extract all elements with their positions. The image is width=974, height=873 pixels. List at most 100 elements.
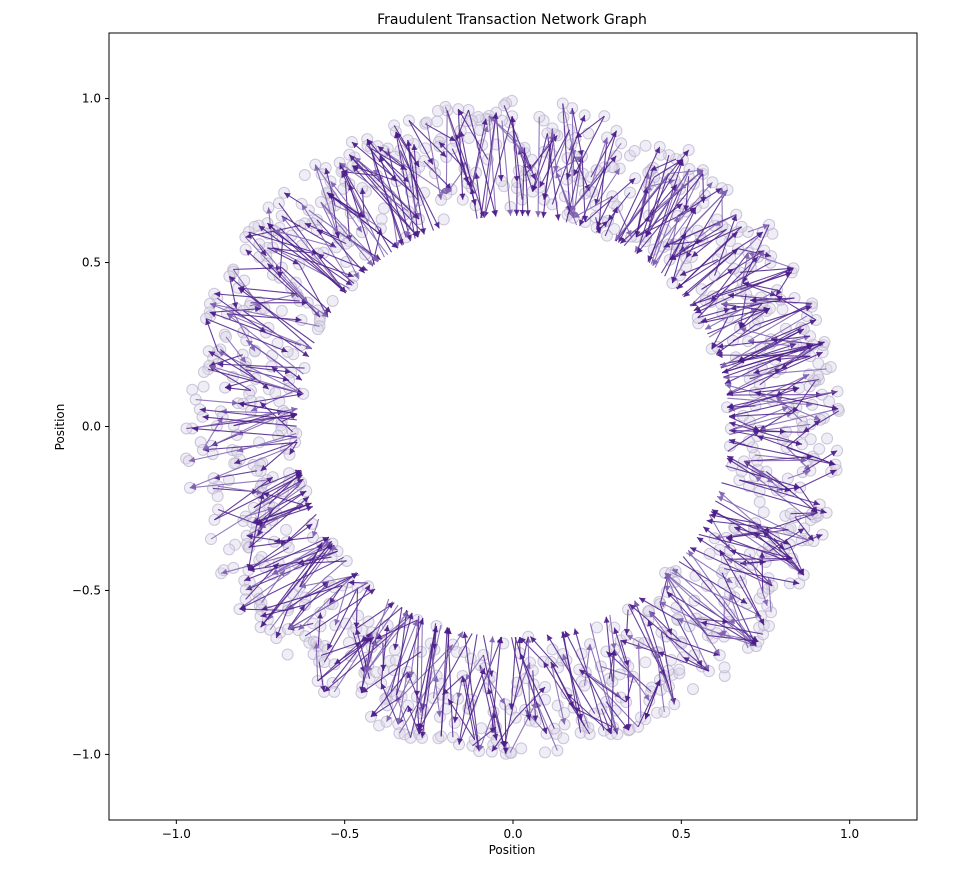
y-tick-label: −1.0 — [72, 747, 101, 761]
edge-arrowhead — [780, 363, 788, 370]
graph-edge — [799, 469, 837, 489]
graph-edge — [700, 302, 763, 323]
graph-edge — [446, 110, 485, 218]
graph-edge — [721, 328, 805, 374]
edge-arrowhead — [792, 406, 799, 414]
graph-node — [766, 227, 779, 240]
edge-arrowhead — [759, 426, 766, 433]
graph-node — [590, 621, 603, 634]
edge-arrowhead — [497, 636, 504, 644]
graph-node — [326, 294, 339, 307]
edge-arrowhead — [437, 193, 443, 200]
graph-edge — [210, 482, 302, 540]
edge-arrowhead — [502, 740, 509, 748]
graph-edge — [707, 307, 771, 335]
graph-edge — [610, 649, 615, 734]
graph-node — [369, 666, 382, 679]
edge-arrowhead — [301, 203, 308, 211]
graph-edge — [483, 112, 497, 218]
edge-arrowhead — [324, 168, 331, 175]
edge-arrowhead — [628, 178, 636, 185]
edge-arrowhead — [752, 430, 760, 437]
graph-edge — [370, 148, 403, 246]
graph-edge — [737, 327, 802, 362]
edge-arrowhead — [647, 255, 654, 262]
graph-edge — [537, 116, 540, 218]
edge-arrowhead — [266, 207, 273, 214]
edge-arrowhead — [797, 528, 805, 535]
graph-edge — [729, 429, 803, 445]
edge-arrowhead — [390, 174, 397, 182]
edge-arrowhead — [647, 620, 653, 627]
edge-arrowhead — [677, 159, 683, 167]
graph-edge — [685, 189, 729, 259]
graph-edge — [775, 373, 810, 397]
graph-edge — [422, 625, 442, 710]
edge-arrowhead — [396, 717, 403, 725]
graph-edge — [645, 173, 670, 237]
graph-edge — [743, 456, 813, 462]
graph-edge — [232, 269, 262, 309]
graph-edge — [721, 302, 763, 305]
edge-arrowhead — [565, 172, 572, 180]
graph-edge — [729, 408, 839, 436]
graph-edge — [326, 587, 359, 651]
graph-edge — [370, 148, 408, 171]
graph-edge — [573, 115, 605, 176]
graph-edge — [205, 318, 288, 353]
edge-arrowhead — [665, 572, 671, 580]
edge-arrowhead — [281, 215, 288, 223]
edge-arrowhead — [199, 407, 207, 414]
graph-edge — [458, 634, 478, 745]
graph-edge — [669, 215, 679, 260]
edge-arrowhead — [267, 223, 274, 230]
graph-edge — [341, 171, 365, 218]
edge-arrowhead — [413, 160, 420, 168]
edge-arrowhead — [492, 112, 499, 119]
graph-edge — [348, 154, 419, 238]
graph-edge — [529, 636, 559, 668]
graph-edge — [267, 263, 321, 318]
graph-edge — [260, 604, 306, 617]
graph-edge — [202, 416, 297, 427]
graph-node — [784, 522, 797, 535]
graph-edge — [770, 319, 817, 340]
graph-edge — [399, 150, 440, 229]
edge-arrowhead — [579, 219, 585, 227]
graph-edge — [784, 534, 823, 551]
graph-edge — [676, 618, 703, 667]
graph-edge — [654, 169, 704, 268]
graph-edge — [273, 490, 307, 509]
edge-arrowhead — [239, 356, 246, 363]
edge-arrowhead — [714, 220, 722, 226]
graph-edge — [514, 637, 548, 734]
edge-arrowhead — [354, 641, 361, 648]
edge-arrowhead — [459, 193, 466, 200]
graph-edge — [259, 243, 321, 318]
graph-edge — [728, 441, 836, 466]
edge-arrowhead — [759, 559, 766, 566]
edge-arrowhead — [354, 157, 362, 164]
graph-node — [475, 722, 488, 735]
graph-edge — [695, 267, 794, 314]
edge-arrowhead — [620, 237, 627, 244]
graph-edge — [261, 584, 343, 611]
edge-arrowhead — [304, 502, 312, 509]
graph-edge — [698, 533, 793, 560]
edge-arrowhead — [532, 184, 538, 192]
edge-arrowhead — [677, 617, 684, 624]
edge-arrowhead — [778, 543, 785, 550]
edge-arrowhead — [625, 229, 632, 237]
edge-arrowhead — [225, 383, 232, 389]
graph-edge — [252, 484, 306, 524]
edge-arrowhead — [352, 165, 359, 173]
graph-edge — [727, 430, 760, 452]
edge-arrowhead — [622, 723, 629, 731]
edge-arrowhead — [813, 499, 820, 506]
graph-edge — [245, 366, 292, 373]
edge-arrowhead — [727, 268, 734, 275]
edge-arrowhead — [260, 620, 267, 628]
edge-arrowhead — [703, 664, 710, 672]
edge-arrowhead — [316, 542, 322, 550]
graph-edge — [398, 631, 464, 734]
